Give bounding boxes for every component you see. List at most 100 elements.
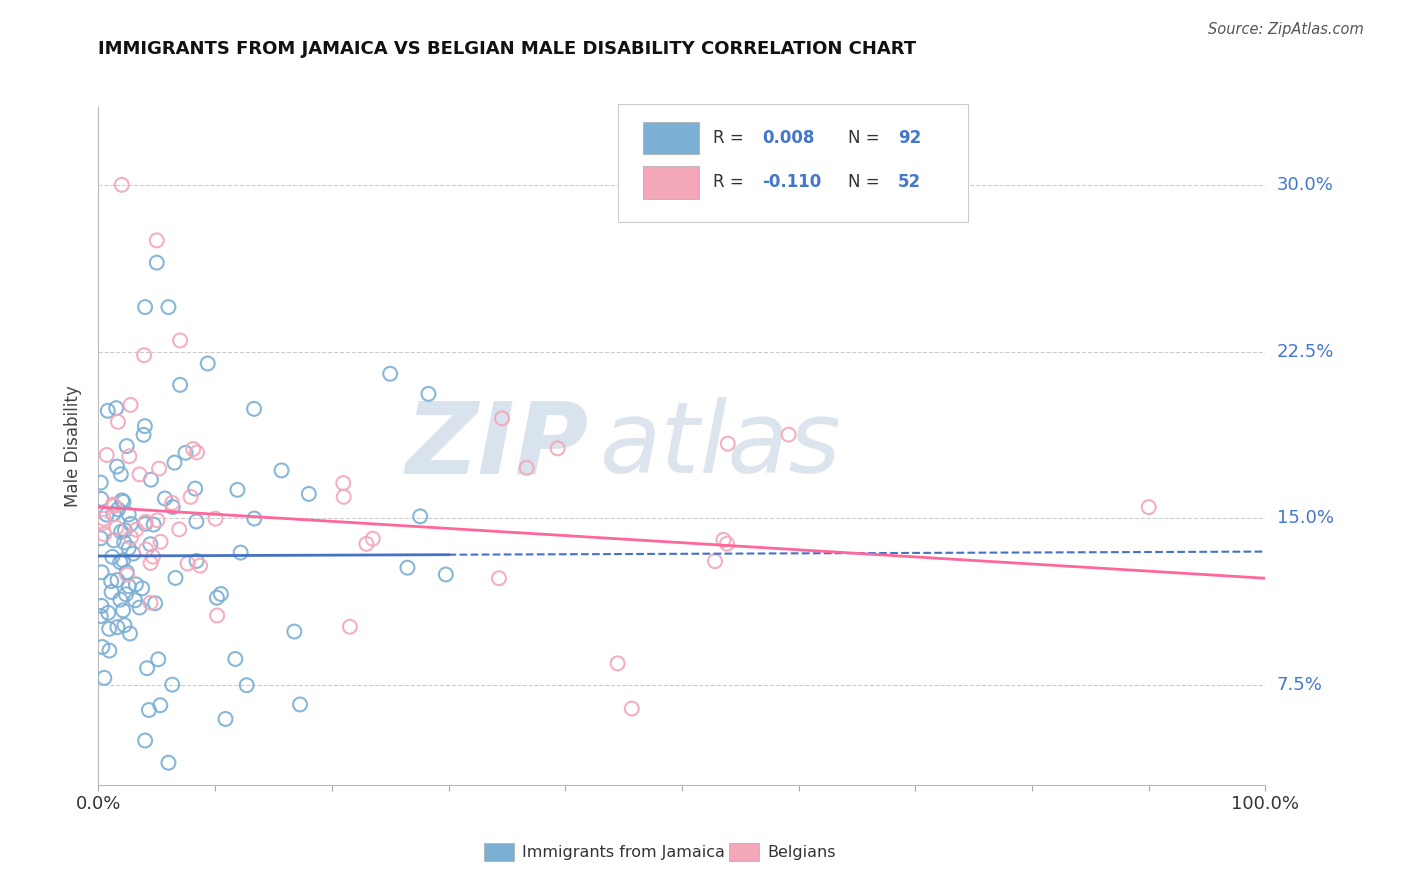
Point (90, 609, 112, 624)
Point (229, 546, 252, 560)
Point (160, 496, 183, 510)
Point (148, 652, 170, 666)
Point (778, 427, 800, 442)
Point (139, 537, 162, 551)
Point (157, 756, 180, 770)
Point (105, 401, 128, 416)
Bar (728, 843, 759, 861)
Point (380, 367, 402, 381)
Text: N =: N = (848, 128, 884, 146)
Point (197, 356, 219, 370)
Point (118, 450, 141, 464)
Point (108, 555, 131, 569)
Point (146, 513, 169, 527)
Point (118, 541, 141, 555)
Point (153, 491, 176, 506)
Point (101, 498, 124, 512)
Bar (484, 843, 513, 861)
Point (169, 334, 191, 348)
Point (100, 585, 122, 599)
Point (96, 448, 118, 462)
Point (90, 491, 112, 506)
Point (96, 508, 118, 522)
Point (118, 508, 141, 522)
Point (100, 574, 122, 589)
Point (186, 554, 208, 568)
Point (288, 698, 311, 712)
Text: ZIP: ZIP (405, 398, 589, 494)
Point (165, 571, 187, 585)
Text: Belgians: Belgians (768, 845, 835, 860)
Point (138, 703, 160, 717)
Point (107, 573, 129, 587)
Point (176, 557, 198, 571)
Point (125, 523, 148, 537)
Point (112, 603, 135, 617)
Point (516, 460, 538, 475)
Point (120, 516, 142, 531)
Point (120, 398, 142, 412)
Text: 7.5%: 7.5% (1277, 676, 1323, 694)
Point (143, 596, 166, 610)
Point (184, 482, 207, 496)
Point (111, 178, 134, 192)
Point (169, 377, 191, 392)
Point (704, 554, 727, 568)
Point (488, 571, 510, 585)
Point (186, 515, 208, 529)
Point (110, 524, 132, 539)
Point (243, 401, 266, 416)
Point (188, 558, 211, 573)
Point (115, 587, 138, 601)
Point (115, 565, 138, 579)
Point (209, 587, 232, 601)
Point (1137, 500, 1160, 515)
Point (107, 415, 129, 429)
Point (162, 500, 184, 514)
Point (110, 592, 132, 607)
Point (142, 517, 165, 532)
Point (157, 300, 180, 314)
Text: -0.110: -0.110 (762, 173, 821, 191)
Point (163, 456, 186, 470)
Bar (644, 166, 699, 199)
Point (162, 678, 184, 692)
Point (128, 600, 150, 615)
Text: Immigrants from Jamaica: Immigrants from Jamaica (522, 845, 725, 860)
Point (418, 387, 440, 401)
Point (134, 419, 156, 434)
Point (132, 427, 155, 442)
Point (93, 671, 115, 685)
Point (716, 537, 738, 551)
Point (114, 524, 136, 538)
Point (120, 530, 142, 544)
Point (146, 255, 169, 269)
Point (224, 652, 246, 666)
Point (491, 411, 513, 425)
Point (103, 507, 125, 521)
Point (174, 446, 197, 460)
Point (136, 661, 159, 675)
Point (146, 234, 169, 248)
Point (114, 618, 136, 632)
Text: 22.5%: 22.5% (1277, 343, 1334, 360)
Text: atlas: atlas (600, 398, 842, 494)
Point (122, 547, 145, 561)
Point (115, 567, 138, 582)
Point (547, 442, 569, 456)
Point (91, 640, 114, 654)
Point (135, 542, 157, 557)
Point (107, 502, 129, 516)
Point (717, 436, 740, 450)
Point (90, 531, 112, 545)
Point (134, 516, 156, 531)
Point (97, 404, 120, 418)
Point (90, 599, 112, 613)
Point (131, 582, 153, 596)
Point (204, 511, 226, 525)
Point (298, 487, 321, 501)
Point (339, 620, 361, 634)
Point (396, 560, 419, 574)
Point (98, 643, 121, 657)
Point (93, 527, 115, 541)
